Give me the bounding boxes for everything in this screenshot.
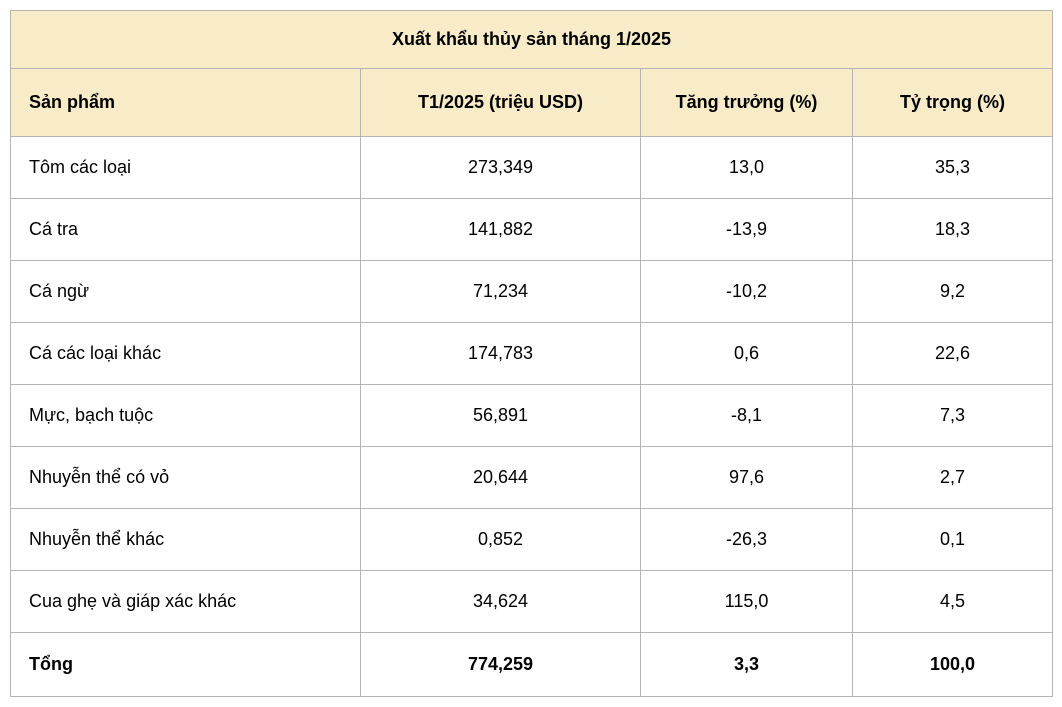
cell-share: 18,3 — [853, 199, 1053, 261]
cell-growth: 115,0 — [641, 571, 853, 633]
cell-growth: -26,3 — [641, 509, 853, 571]
table-title-row: Xuất khẩu thủy sản tháng 1/2025 — [11, 11, 1053, 69]
cell-growth: 97,6 — [641, 447, 853, 509]
cell-growth: -13,9 — [641, 199, 853, 261]
col-growth: Tăng trưởng (%) — [641, 69, 853, 137]
cell-total-growth: 3,3 — [641, 633, 853, 697]
cell-product: Cá ngừ — [11, 261, 361, 323]
col-value: T1/2025 (triệu USD) — [361, 69, 641, 137]
cell-share: 2,7 — [853, 447, 1053, 509]
cell-product: Tôm các loại — [11, 137, 361, 199]
cell-share: 22,6 — [853, 323, 1053, 385]
cell-total-value: 774,259 — [361, 633, 641, 697]
cell-product: Nhuyễn thể khác — [11, 509, 361, 571]
col-product: Sản phẩm — [11, 69, 361, 137]
cell-value: 56,891 — [361, 385, 641, 447]
cell-value: 0,852 — [361, 509, 641, 571]
table-row: Tôm các loại 273,349 13,0 35,3 — [11, 137, 1053, 199]
table-row: Cua ghẹ và giáp xác khác 34,624 115,0 4,… — [11, 571, 1053, 633]
cell-product: Cá các loại khác — [11, 323, 361, 385]
cell-value: 141,882 — [361, 199, 641, 261]
table-total-row: Tổng 774,259 3,3 100,0 — [11, 633, 1053, 697]
table-header-row: Sản phẩm T1/2025 (triệu USD) Tăng trưởng… — [11, 69, 1053, 137]
cell-product: Mực, bạch tuộc — [11, 385, 361, 447]
col-share: Tỷ trọng (%) — [853, 69, 1053, 137]
cell-share: 35,3 — [853, 137, 1053, 199]
table-row: Mực, bạch tuộc 56,891 -8,1 7,3 — [11, 385, 1053, 447]
cell-total-share: 100,0 — [853, 633, 1053, 697]
cell-value: 20,644 — [361, 447, 641, 509]
cell-growth: 13,0 — [641, 137, 853, 199]
table-row: Cá tra 141,882 -13,9 18,3 — [11, 199, 1053, 261]
cell-share: 9,2 — [853, 261, 1053, 323]
cell-product: Nhuyễn thể có vỏ — [11, 447, 361, 509]
cell-growth: -8,1 — [641, 385, 853, 447]
seafood-export-table: Xuất khẩu thủy sản tháng 1/2025 Sản phẩm… — [10, 10, 1053, 697]
cell-value: 273,349 — [361, 137, 641, 199]
cell-share: 7,3 — [853, 385, 1053, 447]
cell-value: 71,234 — [361, 261, 641, 323]
cell-total-label: Tổng — [11, 633, 361, 697]
cell-product: Cá tra — [11, 199, 361, 261]
cell-growth: -10,2 — [641, 261, 853, 323]
table-title: Xuất khẩu thủy sản tháng 1/2025 — [11, 11, 1053, 69]
table-row: Nhuyễn thể có vỏ 20,644 97,6 2,7 — [11, 447, 1053, 509]
table-row: Cá ngừ 71,234 -10,2 9,2 — [11, 261, 1053, 323]
cell-value: 34,624 — [361, 571, 641, 633]
cell-share: 4,5 — [853, 571, 1053, 633]
cell-growth: 0,6 — [641, 323, 853, 385]
table-row: Nhuyễn thể khác 0,852 -26,3 0,1 — [11, 509, 1053, 571]
cell-value: 174,783 — [361, 323, 641, 385]
table-row: Cá các loại khác 174,783 0,6 22,6 — [11, 323, 1053, 385]
cell-product: Cua ghẹ và giáp xác khác — [11, 571, 361, 633]
cell-share: 0,1 — [853, 509, 1053, 571]
